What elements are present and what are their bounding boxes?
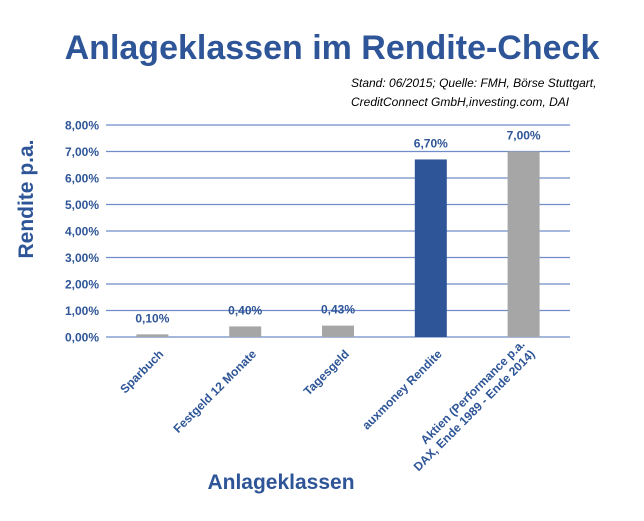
y-tick-label: 6,00% <box>65 172 99 186</box>
y-tick-label: 8,00% <box>65 119 99 133</box>
bar <box>136 334 169 337</box>
y-tick-label: 4,00% <box>65 225 99 239</box>
x-tick-label: Tagesgeld <box>301 347 352 398</box>
chart-source-line-2: CreditConnect GmbH,investing.com, DAI <box>351 95 570 109</box>
y-axis-label: Rendite p.a. <box>15 139 38 258</box>
x-tick-label-line: Festgeld 12 Monate <box>171 347 260 436</box>
x-tick-label-line: Sparbuch <box>117 347 166 396</box>
value-labels: 0,10% 0,40% 0,43% 6,70% 7,00% <box>135 129 541 326</box>
x-tick-label-line: Tagesgeld <box>301 347 352 398</box>
chart-title: Anlageklassen im Rendite-Check <box>65 29 600 67</box>
bars <box>136 151 540 337</box>
y-tick-labels: 0,00% 1,00% 2,00% 3,00% 4,00% 5,00% 6,00% 7,00%… <box>65 119 99 345</box>
grid <box>106 124 570 338</box>
value-label: 6,70% <box>414 136 448 150</box>
value-label: 0,43% <box>321 303 355 317</box>
y-tick-label: 2,00% <box>65 278 99 292</box>
x-tick-label: Aktien (Performance p.a.DAX, Ende 1989 -… <box>411 337 538 474</box>
x-tick-label: auxmoney Rendite <box>359 347 445 433</box>
bar <box>414 159 447 337</box>
y-tick-label: 5,00% <box>65 198 99 212</box>
x-tick-label: Sparbuch <box>117 347 166 396</box>
value-label: 0,10% <box>135 311 169 325</box>
value-label: 7,00% <box>507 129 541 143</box>
x-tick-label-line: auxmoney Rendite <box>359 347 445 433</box>
y-tick-label: 1,00% <box>65 304 99 318</box>
x-axis-label: Anlageklassen <box>207 471 354 494</box>
y-tick-label: 0,00% <box>65 331 99 345</box>
y-tick-label: 7,00% <box>65 145 99 159</box>
bar <box>229 326 262 337</box>
y-tick-label: 3,00% <box>65 251 99 265</box>
x-tick-label: Festgeld 12 Monate <box>171 347 260 436</box>
bar <box>322 325 354 337</box>
x-tick-labels: Sparbuch Festgeld 12 Monate Tagesgeld auxmo… <box>117 337 537 474</box>
chart-source-line-1: Stand: 06/2015; Quelle: FMH, Börse Stutt… <box>351 76 596 90</box>
value-label: 0,40% <box>228 303 262 317</box>
bar <box>507 151 540 337</box>
